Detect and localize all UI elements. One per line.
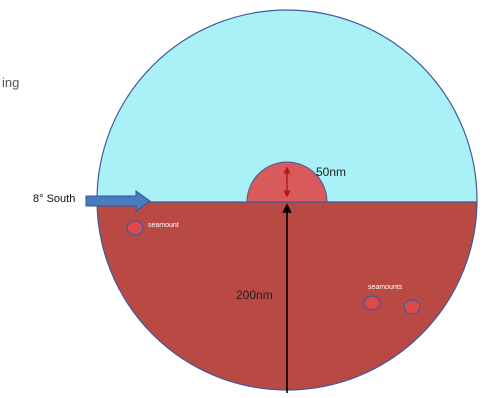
cut-off-text: ing — [2, 75, 20, 90]
seamount-marker — [126, 220, 144, 236]
radius-200-label: 200nm — [236, 288, 273, 302]
seamount-label: seamount — [148, 222, 179, 229]
seamount-marker — [403, 299, 421, 315]
latitude-arrow — [85, 190, 151, 212]
seamounts-label: seamounts — [368, 284, 403, 291]
latitude-label: 8° South — [33, 193, 76, 205]
seamount-marker — [363, 295, 381, 311]
radius-50-label: 50nm — [316, 165, 347, 179]
